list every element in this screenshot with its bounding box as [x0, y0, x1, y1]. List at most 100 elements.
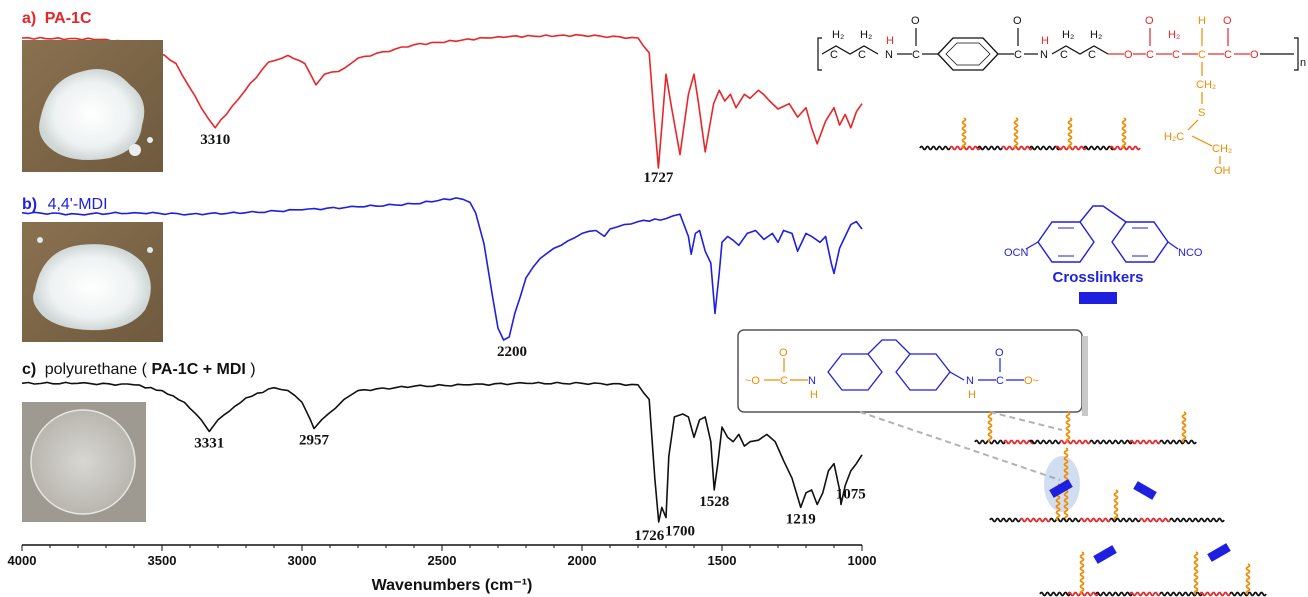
svg-text:H: H: [1198, 15, 1206, 27]
x-axis: 4000 3500 3000 2500 2000 1500 1000: [8, 544, 877, 568]
chain-segment: [1003, 439, 1035, 445]
svg-text:H₂C: H₂C: [1164, 131, 1184, 143]
chain-segment: [1169, 517, 1225, 523]
crosslinker-bar: [1133, 481, 1157, 500]
chain-segment: [949, 145, 981, 151]
crosslinker-legend-swatch: [1079, 292, 1117, 304]
pa1c-structure: n H₂ H₂ C C N H C O C O N H H₂ H₂ C C O …: [817, 15, 1306, 177]
svg-text:C: C: [1014, 49, 1022, 61]
chain-segment: [1139, 517, 1171, 523]
spectrum-line-c: [21, 381, 863, 523]
panel-c-name-bold: PA-1C + MDI: [151, 361, 245, 378]
crosslinked-network-schematic: [974, 411, 1267, 597]
spectrum-line-b: [21, 197, 863, 341]
chain-segment: [1109, 145, 1141, 151]
x-tick-label-1500: 1500: [708, 553, 737, 568]
svg-text:O~: O~: [1024, 375, 1039, 387]
svg-text:H: H: [886, 35, 894, 47]
chain-segment: [1001, 145, 1033, 151]
svg-text:C: C: [858, 49, 866, 61]
crosslinker-bar: [1207, 543, 1231, 562]
peak-label-1700: 1700: [665, 524, 695, 540]
peak-label-3310: 3310: [200, 132, 230, 148]
svg-text:~O: ~O: [745, 375, 760, 387]
x-tick-label-3500: 3500: [148, 553, 177, 568]
chain-segment: [1159, 591, 1203, 597]
chain-segment: [1055, 145, 1087, 151]
svg-text:O: O: [1124, 49, 1133, 61]
crosslink-arm: [1079, 551, 1085, 595]
panel-b-letter: b): [22, 196, 37, 213]
svg-text:O: O: [911, 15, 920, 27]
svg-text:H₂: H₂: [832, 29, 844, 41]
svg-text:O: O: [779, 347, 788, 359]
svg-text:C: C: [780, 375, 788, 387]
chain-segment: [1199, 591, 1231, 597]
svg-text:CH₂: CH₂: [1212, 143, 1232, 155]
svg-text:C: C: [996, 375, 1004, 387]
x-axis-label: Wavenumbers (cm⁻¹): [372, 577, 533, 594]
peak-label-1219: 1219: [786, 511, 816, 527]
svg-text:O: O: [1013, 15, 1022, 27]
chain-segment: [1059, 439, 1091, 445]
peak-label-3331: 3331: [194, 436, 224, 452]
crosslink-arm: [1193, 551, 1199, 595]
svg-text:O: O: [1145, 15, 1154, 27]
svg-text:N: N: [808, 375, 816, 387]
peak-label-1528: 1528: [699, 494, 729, 510]
svg-text:NCO: NCO: [1178, 247, 1203, 259]
peak-label-2200: 2200: [497, 344, 527, 360]
x-tick-label-3000: 3000: [288, 553, 317, 568]
crosslink-arm: [1113, 489, 1119, 521]
x-tick-label-2500: 2500: [428, 553, 457, 568]
x-tick-label-1000: 1000: [848, 553, 877, 568]
panel-a-letter: a): [22, 10, 36, 27]
chain-segment: [919, 145, 951, 151]
peak-label-1727: 1727: [643, 170, 674, 186]
svg-text:N: N: [885, 49, 893, 61]
peak-label-2957: 2957: [299, 433, 330, 449]
svg-text:C: C: [912, 49, 920, 61]
chain-segment: [1029, 439, 1061, 445]
svg-text:N: N: [1040, 49, 1048, 61]
svg-text:N: N: [966, 375, 974, 387]
svg-text:C: C: [830, 49, 838, 61]
svg-text:H₂: H₂: [1090, 29, 1102, 41]
x-tick-label-2000: 2000: [568, 553, 597, 568]
svg-text:H: H: [968, 389, 976, 401]
chain-segment: [989, 517, 1021, 523]
pendant-arm: [1065, 411, 1071, 443]
pendant-arm: [1067, 117, 1073, 149]
panel-a-name: PA-1C: [45, 10, 92, 27]
svg-text:O: O: [1250, 49, 1259, 61]
chain-segment: [1129, 439, 1161, 445]
svg-text:C: C: [1172, 49, 1180, 61]
chain-segment: [1067, 591, 1099, 597]
chain-segment: [1159, 439, 1197, 445]
chain-segment: [1049, 517, 1081, 523]
chain-segment: [1039, 591, 1071, 597]
svg-text:OH: OH: [1214, 165, 1231, 177]
svg-text:H₂: H₂: [1062, 29, 1074, 41]
peak-label-1726: 1726: [634, 528, 665, 544]
svg-text:n: n: [1300, 57, 1306, 69]
peak-label-1075: 1075: [836, 487, 866, 503]
photo-pa1c: [22, 40, 163, 172]
svg-text:C: C: [1198, 49, 1206, 61]
photo-polyurethane-film: [22, 402, 146, 522]
panel-c-title: c) polyurethane ( PA-1C + MDI ): [22, 361, 256, 378]
pendant-arm: [1121, 117, 1127, 149]
svg-text:H₂: H₂: [1168, 29, 1180, 41]
panel-c-letter: c): [22, 361, 36, 378]
svg-text:C: C: [1224, 49, 1232, 61]
crosslinker-bar: [1093, 545, 1117, 564]
panel-a-title: a) PA-1C: [22, 10, 92, 27]
chain-segment: [1029, 145, 1061, 151]
svg-text:C: C: [1146, 49, 1154, 61]
pendant-arm: [1245, 563, 1251, 595]
pendant-arm: [1013, 117, 1019, 149]
chain-segment: [1095, 591, 1133, 597]
mdi-structure: OCN NCO Crosslinkers: [1004, 205, 1203, 304]
chain-segment: [1109, 517, 1141, 523]
